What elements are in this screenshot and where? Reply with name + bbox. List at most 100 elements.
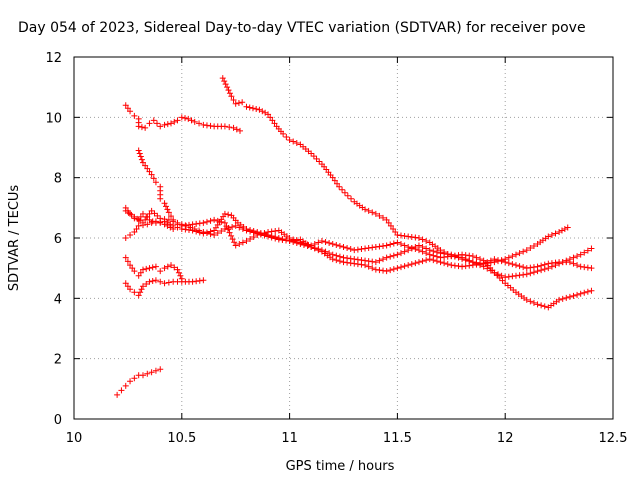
grid bbox=[74, 57, 613, 419]
data-point bbox=[358, 246, 365, 253]
data-point bbox=[365, 207, 372, 214]
data-point bbox=[477, 262, 484, 269]
data-point bbox=[545, 265, 552, 272]
data-point bbox=[484, 259, 491, 266]
data-point bbox=[548, 263, 555, 270]
data-point bbox=[564, 224, 571, 231]
data-point bbox=[487, 267, 494, 274]
data-point bbox=[387, 253, 394, 260]
data-point bbox=[437, 250, 444, 257]
data-point bbox=[520, 271, 527, 278]
data-point bbox=[232, 100, 239, 107]
data-point bbox=[152, 367, 159, 374]
x-tick-label: 12.5 bbox=[599, 431, 628, 446]
data-point bbox=[146, 168, 153, 175]
data-point bbox=[142, 216, 149, 223]
data-point bbox=[383, 254, 390, 261]
data-point bbox=[348, 195, 355, 202]
y-tick-label: 2 bbox=[54, 353, 62, 368]
data-point bbox=[118, 387, 125, 394]
data-point bbox=[293, 139, 300, 146]
data-point bbox=[530, 269, 537, 276]
data-point bbox=[191, 225, 198, 232]
data-point bbox=[232, 242, 239, 249]
data-point bbox=[124, 105, 131, 112]
data-point bbox=[122, 382, 129, 389]
data-point bbox=[520, 248, 527, 255]
data-point bbox=[164, 222, 171, 229]
data-point bbox=[318, 238, 325, 245]
data-point bbox=[135, 222, 142, 229]
data-point bbox=[225, 224, 232, 231]
data-point bbox=[146, 278, 153, 285]
data-point bbox=[131, 228, 138, 235]
data-point bbox=[161, 121, 168, 128]
data-point bbox=[570, 292, 577, 299]
data-point bbox=[246, 104, 253, 111]
data-point bbox=[380, 243, 387, 250]
data-point bbox=[315, 246, 322, 253]
data-point bbox=[143, 265, 150, 272]
data-point bbox=[383, 242, 390, 249]
data-point bbox=[182, 222, 189, 229]
data-point bbox=[177, 272, 184, 279]
data-point bbox=[230, 96, 237, 103]
data-point bbox=[162, 203, 169, 210]
data-point bbox=[581, 289, 588, 296]
data-point bbox=[139, 266, 146, 273]
data-point bbox=[322, 248, 329, 255]
data-point bbox=[257, 231, 264, 238]
data-point bbox=[480, 263, 487, 270]
data-point bbox=[444, 261, 451, 268]
data-point bbox=[122, 280, 129, 287]
data-point bbox=[559, 295, 566, 302]
data-point bbox=[127, 108, 134, 115]
data-point bbox=[259, 108, 266, 115]
data-point bbox=[191, 118, 198, 125]
data-point bbox=[534, 301, 541, 308]
data-point bbox=[308, 150, 315, 157]
data-point bbox=[331, 177, 338, 184]
data-point bbox=[358, 257, 365, 264]
data-point bbox=[239, 239, 246, 246]
data-point bbox=[376, 243, 383, 250]
data-point bbox=[203, 122, 210, 129]
data-point bbox=[135, 123, 142, 130]
data-point bbox=[185, 226, 192, 233]
data-point bbox=[261, 232, 268, 239]
data-point bbox=[262, 109, 269, 116]
data-point bbox=[336, 253, 343, 260]
data-point bbox=[135, 216, 142, 223]
data-point bbox=[265, 111, 272, 118]
data-point bbox=[275, 236, 282, 243]
data-point bbox=[362, 206, 369, 213]
data-point bbox=[207, 230, 214, 237]
data-point bbox=[114, 391, 121, 398]
data-point bbox=[344, 192, 351, 199]
data-point bbox=[415, 235, 422, 241]
data-point bbox=[574, 291, 581, 298]
data-point bbox=[137, 269, 144, 276]
data-point bbox=[408, 233, 415, 240]
data-point bbox=[280, 130, 287, 137]
y-axis-label: SDTVAR / TECUs bbox=[7, 185, 22, 292]
data-point bbox=[372, 266, 379, 273]
data-point bbox=[308, 244, 315, 251]
data-point bbox=[218, 218, 225, 225]
data-point bbox=[509, 253, 516, 260]
data-point bbox=[383, 268, 390, 275]
data-point bbox=[499, 277, 506, 284]
data-point bbox=[408, 261, 415, 268]
data-point bbox=[574, 262, 581, 269]
data-point bbox=[214, 217, 221, 224]
data-point bbox=[267, 114, 274, 121]
data-point bbox=[509, 261, 516, 268]
data-point bbox=[527, 298, 534, 305]
data-point bbox=[577, 290, 584, 297]
data-point bbox=[286, 136, 293, 143]
axis-ticks bbox=[73, 56, 614, 420]
data-point bbox=[401, 242, 408, 249]
data-point bbox=[221, 78, 228, 85]
data-point bbox=[556, 228, 563, 235]
data-point bbox=[139, 159, 146, 166]
